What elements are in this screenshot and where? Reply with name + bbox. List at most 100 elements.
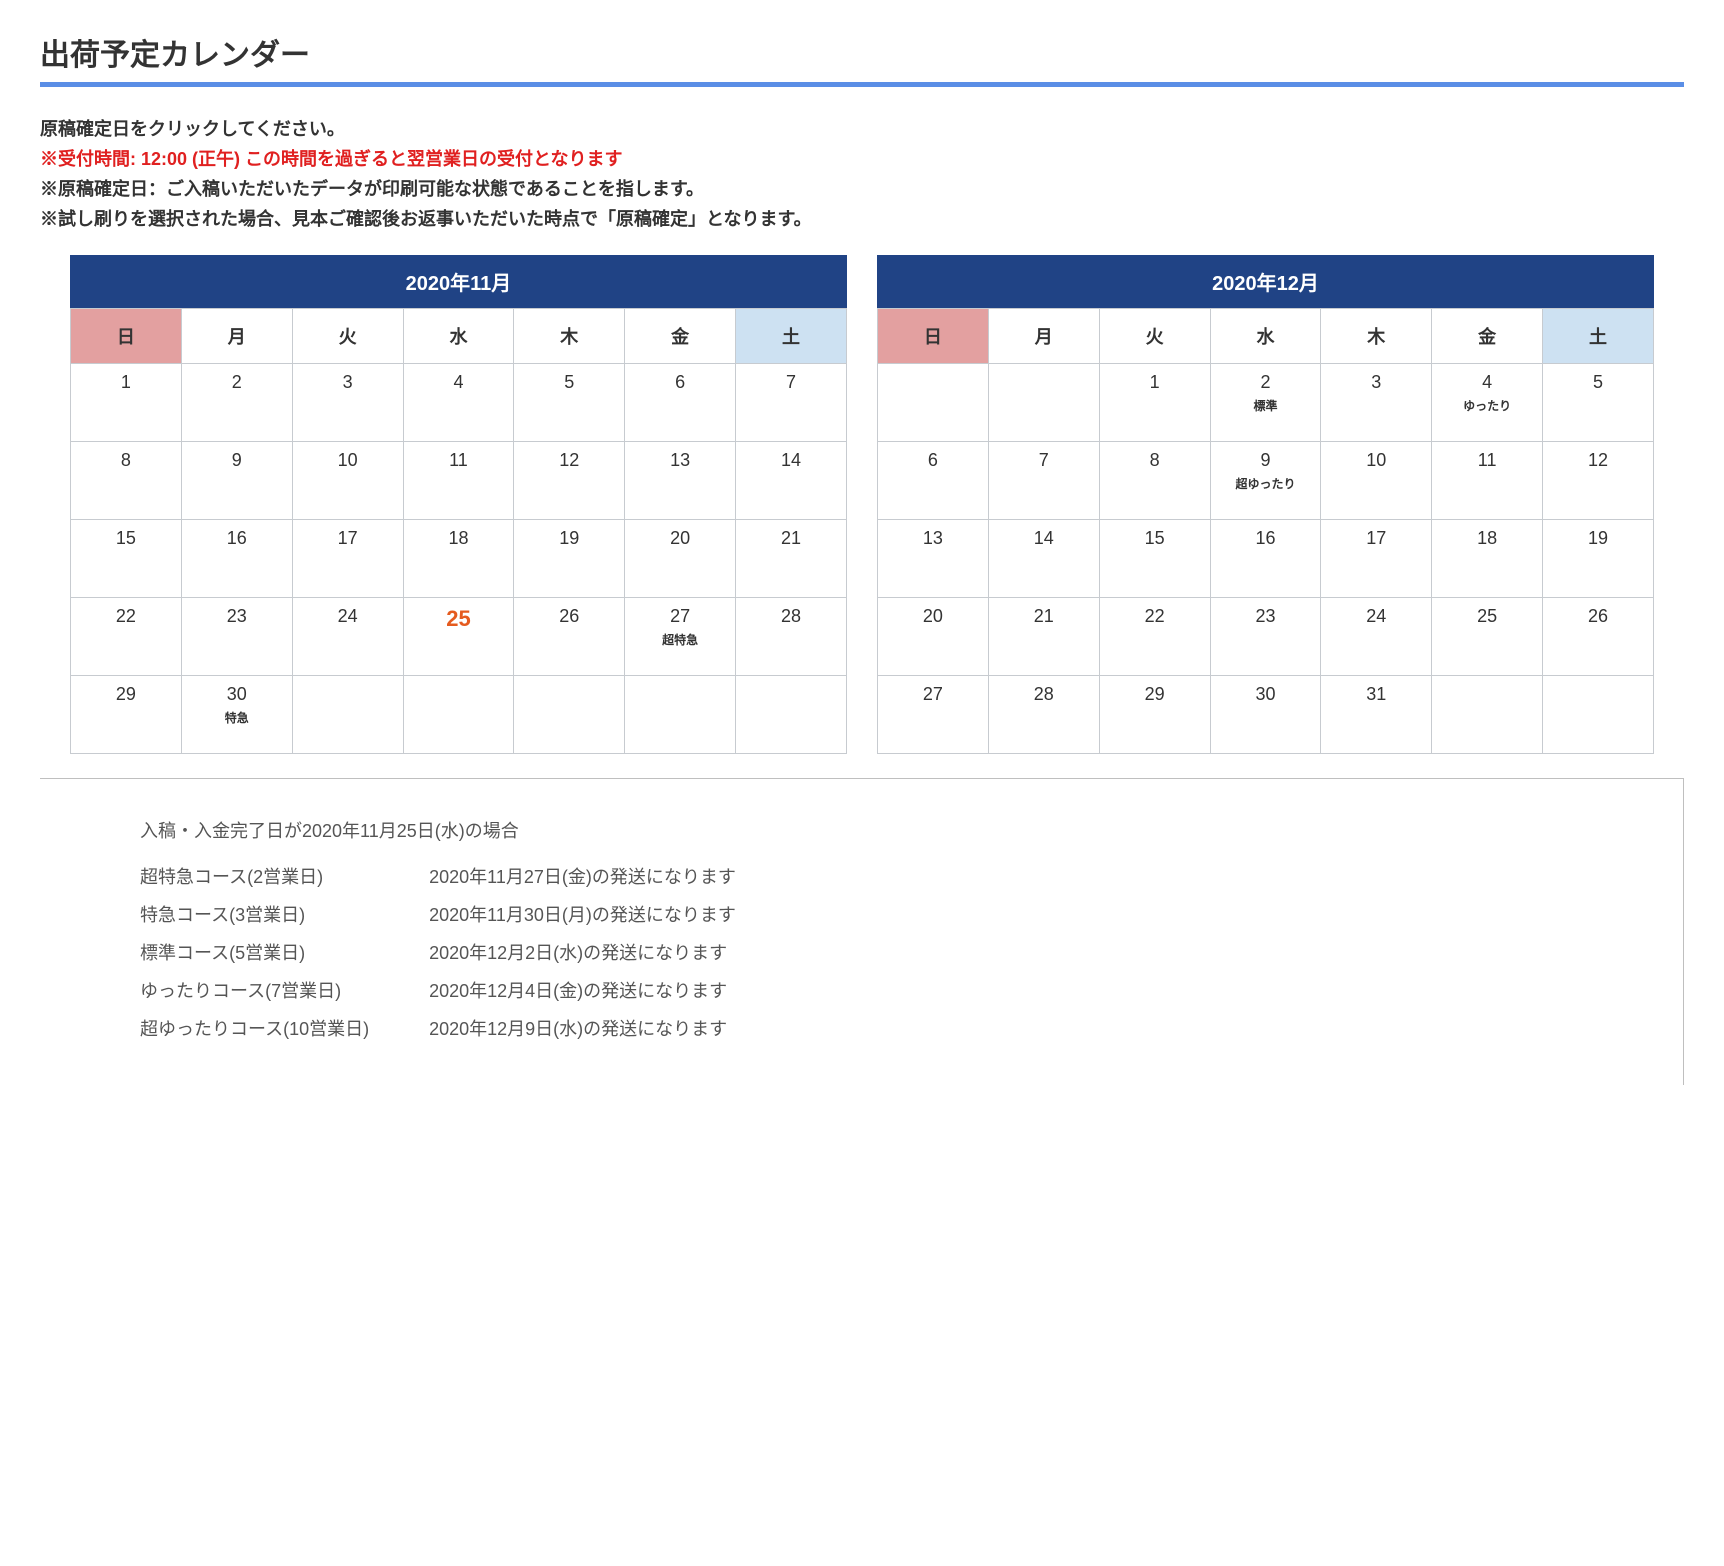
- calendar-day-28[interactable]: 28: [988, 676, 1099, 754]
- day-tag: 超特急: [629, 631, 731, 648]
- day-number: 6: [629, 372, 731, 393]
- calendar-day-4[interactable]: 4ゆったり: [1432, 364, 1543, 442]
- calendar-day-blank: [403, 676, 514, 754]
- dow-header-thu: 木: [514, 309, 625, 364]
- day-number: 20: [882, 606, 984, 627]
- calendar-day-24[interactable]: 24: [292, 598, 403, 676]
- calendar-day-13[interactable]: 13: [625, 442, 736, 520]
- calendar-day-16[interactable]: 16: [1210, 520, 1321, 598]
- day-number: 11: [1436, 450, 1538, 471]
- dow-header-sat: 土: [736, 309, 847, 364]
- day-number: 17: [297, 528, 399, 549]
- calendar-day-19[interactable]: 19: [514, 520, 625, 598]
- calendar-day-1: 1: [71, 364, 182, 442]
- calendar-day-15[interactable]: 15: [1099, 520, 1210, 598]
- calendar-day-25[interactable]: 25: [1432, 598, 1543, 676]
- calendar-day-24[interactable]: 24: [1321, 598, 1432, 676]
- dow-header-wed: 水: [1210, 309, 1321, 364]
- calendar-day-5[interactable]: 5: [514, 364, 625, 442]
- calendar-day-6[interactable]: 6: [625, 364, 736, 442]
- calendar-day-16[interactable]: 16: [181, 520, 292, 598]
- instruction-line-2: ※受付時間: 12:00 (正午) この時間を過ぎると翌営業日の受付となります: [40, 145, 1684, 171]
- dow-header-fri: 金: [1432, 309, 1543, 364]
- course-ship-date: 2020年12月9日(水)の発送になります: [369, 1009, 736, 1047]
- course-name: 標準コース(5営業日): [140, 933, 369, 971]
- calendar-day-12[interactable]: 12: [514, 442, 625, 520]
- calendar-day-blank: [988, 364, 1099, 442]
- day-number: 21: [993, 606, 1095, 627]
- day-number: 31: [1325, 684, 1427, 705]
- day-number: 5: [1547, 372, 1649, 393]
- course-ship-date: 2020年11月27日(金)の発送になります: [369, 857, 736, 895]
- day-number: 28: [740, 606, 842, 627]
- calendar-day-2[interactable]: 2: [181, 364, 292, 442]
- day-number: 25: [1436, 606, 1538, 627]
- course-ship-date: 2020年11月30日(月)の発送になります: [369, 895, 736, 933]
- day-number: 18: [408, 528, 510, 549]
- calendar-day-22: 22: [71, 598, 182, 676]
- day-number: 7: [740, 372, 842, 393]
- day-number: 24: [297, 606, 399, 627]
- day-number: 14: [993, 528, 1095, 549]
- dow-header-wed: 水: [403, 309, 514, 364]
- calendar-day-19: 19: [1543, 520, 1654, 598]
- calendar-day-blank: [1432, 676, 1543, 754]
- calendar-day-8[interactable]: 8: [1099, 442, 1210, 520]
- course-row: 標準コース(5営業日)2020年12月2日(水)の発送になります: [140, 933, 736, 971]
- day-number: 27: [629, 606, 731, 627]
- calendar-day-9[interactable]: 9超ゆったり: [1210, 442, 1321, 520]
- day-number: 9: [186, 450, 288, 471]
- day-number: 22: [1104, 606, 1206, 627]
- calendar-day-20[interactable]: 20: [625, 520, 736, 598]
- calendar-day-26: 26: [1543, 598, 1654, 676]
- calendar-day-11[interactable]: 11: [1432, 442, 1543, 520]
- calendar-day-1[interactable]: 1: [1099, 364, 1210, 442]
- day-number: 4: [408, 372, 510, 393]
- course-row: ゆったりコース(7営業日)2020年12月4日(金)の発送になります: [140, 971, 736, 1009]
- calendar-day-2[interactable]: 2標準: [1210, 364, 1321, 442]
- day-number: 29: [1104, 684, 1206, 705]
- course-schedule-box: 入稿・入金完了日が2020年11月25日(水)の場合 超特急コース(2営業日)2…: [40, 778, 1684, 1085]
- calendar-day-20: 20: [878, 598, 989, 676]
- day-number: 23: [1215, 606, 1317, 627]
- page-title: 出荷予定カレンダー: [40, 30, 1684, 74]
- calendar-day-3[interactable]: 3: [1321, 364, 1432, 442]
- calendar-day-11[interactable]: 11: [403, 442, 514, 520]
- calendar-day-23[interactable]: 23: [1210, 598, 1321, 676]
- day-number: 2: [1215, 372, 1317, 393]
- dow-header-thu: 木: [1321, 309, 1432, 364]
- calendar-day-21[interactable]: 21: [988, 598, 1099, 676]
- instruction-line-3: ※原稿確定日：ご入稿いただいたデータが印刷可能な状態であることを指します。: [40, 175, 1684, 201]
- calendar-day-25[interactable]: 25: [403, 598, 514, 676]
- calendar-day-30[interactable]: 30特急: [181, 676, 292, 754]
- day-number: 13: [629, 450, 731, 471]
- calendar-day-blank: [625, 676, 736, 754]
- course-ship-date: 2020年12月4日(金)の発送になります: [369, 971, 736, 1009]
- calendar-day-17[interactable]: 17: [292, 520, 403, 598]
- calendar-day-10[interactable]: 10: [1321, 442, 1432, 520]
- dow-header-mon: 月: [988, 309, 1099, 364]
- calendar-day-18[interactable]: 18: [1432, 520, 1543, 598]
- calendar-day-18[interactable]: 18: [403, 520, 514, 598]
- calendar-day-26[interactable]: 26: [514, 598, 625, 676]
- course-heading: 入稿・入金完了日が2020年11月25日(水)の場合: [140, 817, 1653, 843]
- calendar-day-10[interactable]: 10: [292, 442, 403, 520]
- calendar-day-27[interactable]: 27 超特急: [625, 598, 736, 676]
- calendar-0: 2020年11月日月火水木金土1234567891011121314151617…: [70, 255, 847, 754]
- calendar-day-9[interactable]: 9: [181, 442, 292, 520]
- calendar-day-22[interactable]: 22: [1099, 598, 1210, 676]
- day-number: 15: [75, 528, 177, 549]
- calendar-day-4[interactable]: 4: [403, 364, 514, 442]
- day-number: 7: [993, 450, 1095, 471]
- day-tag: ゆったり: [1436, 397, 1538, 414]
- day-number: 30: [186, 684, 288, 705]
- day-number: 3: [1325, 372, 1427, 393]
- calendar-day-7[interactable]: 7: [988, 442, 1099, 520]
- calendar-day-blank: [1543, 676, 1654, 754]
- calendar-day-17[interactable]: 17: [1321, 520, 1432, 598]
- day-number: 15: [1104, 528, 1206, 549]
- day-number: 16: [1215, 528, 1317, 549]
- day-number: 9: [1215, 450, 1317, 471]
- calendar-day-14[interactable]: 14: [988, 520, 1099, 598]
- day-number: 5: [518, 372, 620, 393]
